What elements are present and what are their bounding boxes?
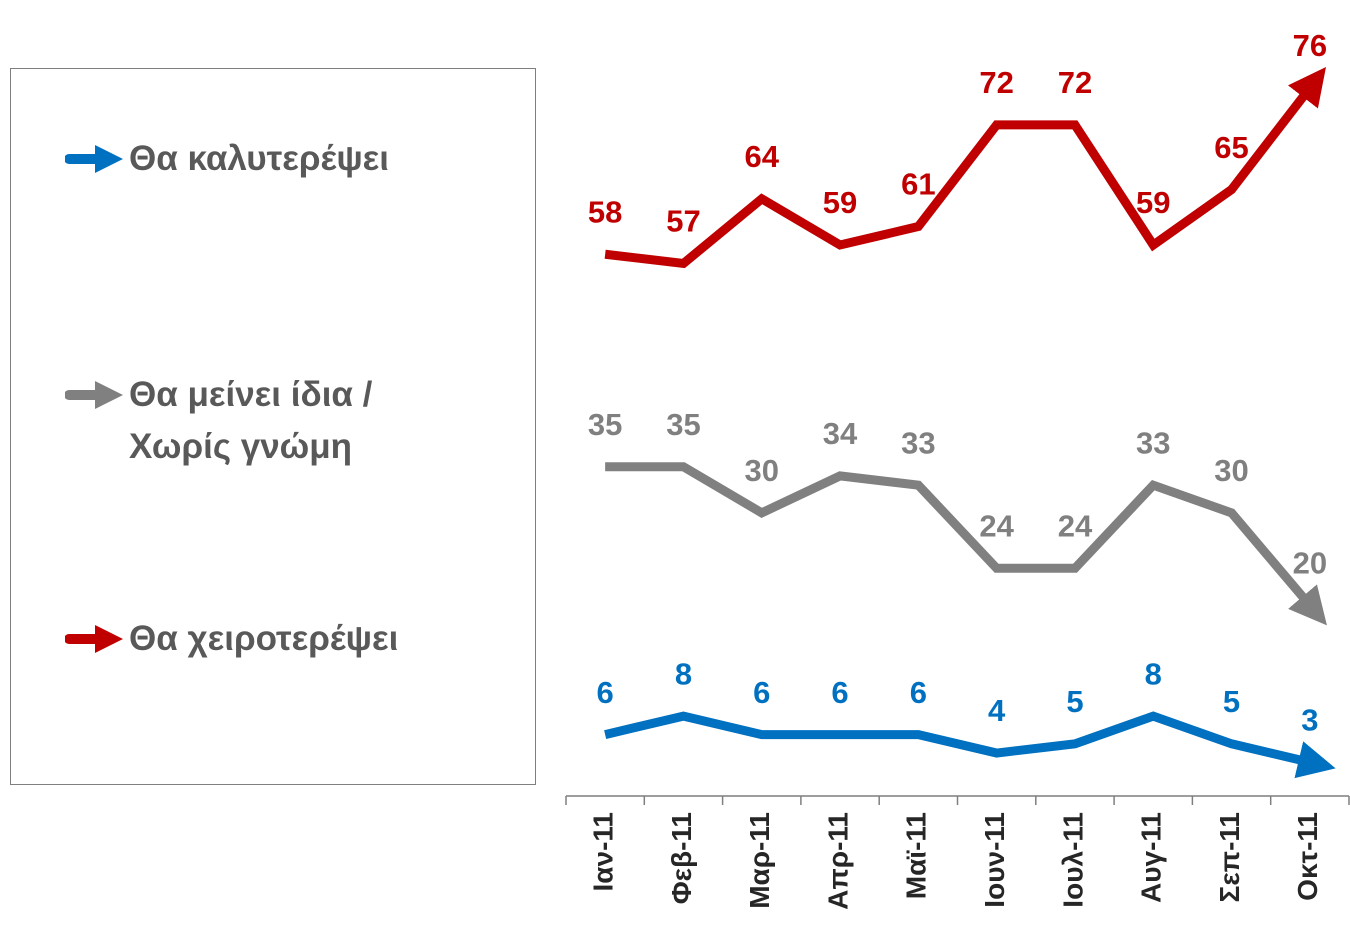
x-tick-label: Ιουλ-11	[1057, 812, 1088, 908]
legend-entry: Θα μείνει ίδια / Χωρίς γνώμη	[65, 369, 429, 473]
series-line	[605, 462, 1327, 626]
legend-label: Θα χειροτερέψει	[129, 619, 399, 658]
data-label: 58	[588, 194, 622, 229]
legend: Θα καλυτερέψει Θα μείνει ίδια / Χωρίς γν…	[10, 68, 536, 785]
legend-icon	[65, 381, 123, 409]
data-label: 24	[1058, 508, 1093, 543]
data-label: 6	[910, 675, 927, 710]
data-label: 33	[901, 425, 935, 460]
data-label: 72	[1058, 65, 1092, 100]
data-label: 64	[745, 139, 780, 174]
data-label: 3	[1301, 702, 1318, 737]
x-tick-label: Οκτ-11	[1292, 812, 1323, 901]
data-label: 35	[666, 407, 700, 442]
data-label: 6	[831, 675, 848, 710]
legend-icon	[65, 145, 123, 173]
x-tick-label: Ιουν-11	[979, 812, 1010, 908]
data-label: 35	[588, 407, 622, 442]
x-tick-label: Φεβ-11	[666, 812, 697, 904]
legend-label: Θα καλυτερέψει	[129, 139, 390, 178]
data-label: 5	[1223, 684, 1240, 719]
series-line	[604, 66, 1327, 269]
series-line	[604, 711, 1336, 779]
legend-entry: Θα καλυτερέψει	[65, 133, 469, 185]
legend-arrow	[95, 145, 123, 173]
data-label: 57	[666, 204, 700, 239]
legend-label: Θα μείνει ίδια / Χωρίς γνώμη	[129, 375, 373, 466]
data-label: 8	[1145, 656, 1162, 691]
x-tick-label: Σεπ-11	[1214, 812, 1245, 902]
data-label: 8	[675, 656, 692, 691]
data-label: 34	[823, 416, 858, 451]
legend-entry: Θα χειροτερέψει	[65, 613, 469, 665]
x-tick-label: Μαϊ-11	[901, 812, 932, 899]
data-label: 61	[901, 167, 935, 202]
legend-icon	[65, 625, 123, 653]
data-label: 72	[979, 65, 1013, 100]
x-tick-label: Ιαν-11	[588, 812, 619, 892]
legend-arrow	[95, 625, 123, 653]
data-label: 59	[1136, 185, 1170, 220]
x-tick-label: Μαρ-11	[744, 812, 775, 909]
data-label: 24	[979, 508, 1014, 543]
data-label: 33	[1136, 425, 1170, 460]
data-label: 4	[988, 693, 1006, 728]
x-tick-label: Απρ-11	[822, 812, 853, 910]
data-label: 6	[753, 675, 770, 710]
legend-arrow	[95, 381, 123, 409]
data-label: 59	[823, 185, 857, 220]
data-label: 5	[1066, 684, 1083, 719]
data-label: 30	[1214, 453, 1248, 488]
data-label: 6	[597, 675, 614, 710]
data-label: 20	[1293, 545, 1327, 580]
x-tick-label: Αυγ-11	[1136, 812, 1167, 903]
data-label: 76	[1293, 28, 1327, 63]
data-label: 65	[1214, 130, 1248, 165]
data-label: 30	[745, 453, 779, 488]
